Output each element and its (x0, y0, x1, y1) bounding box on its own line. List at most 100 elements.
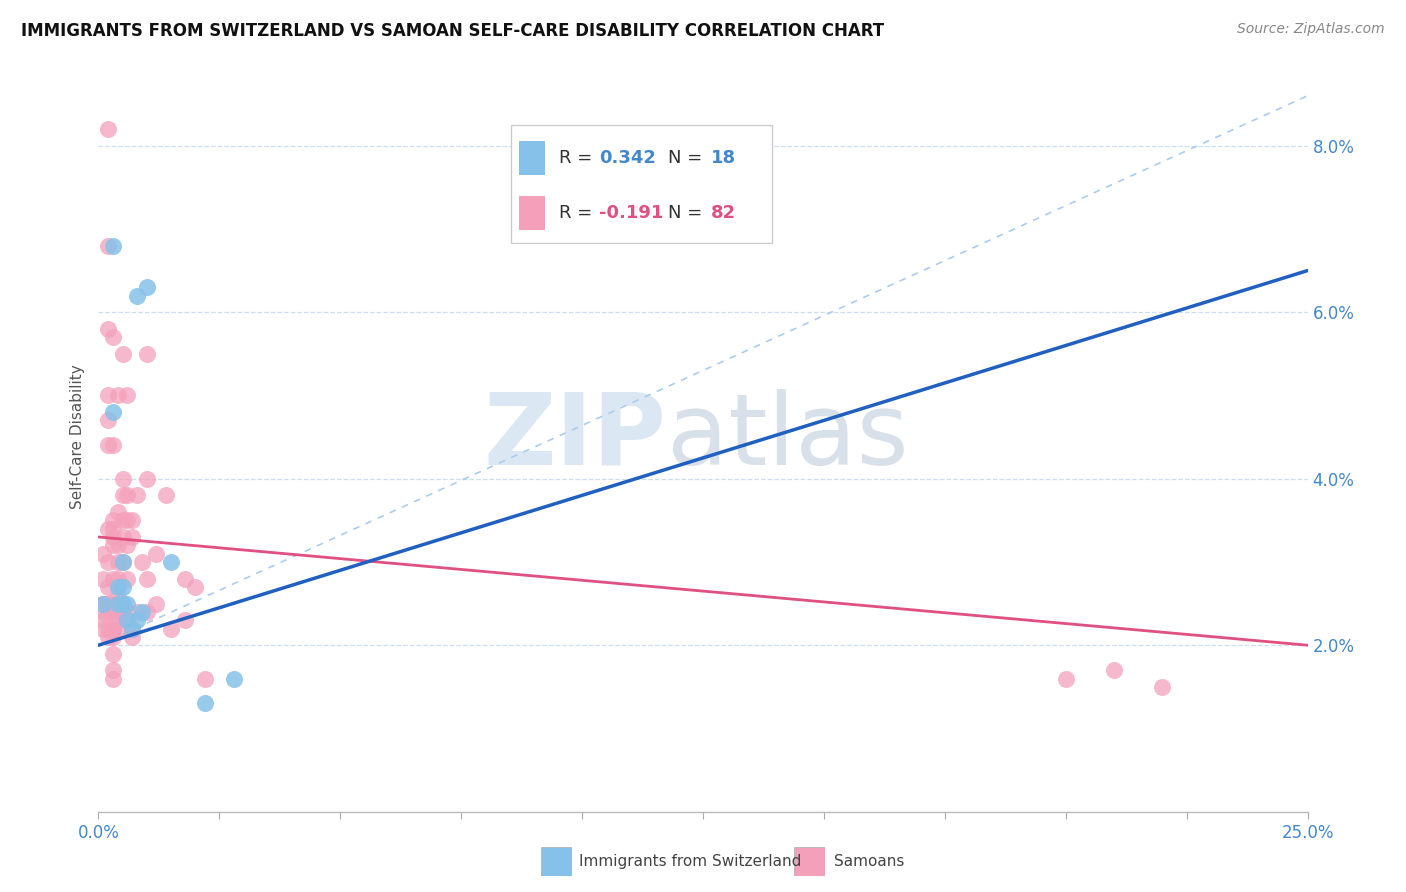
Point (97, 438, 120, 452)
Point (101, 622, 124, 636)
Point (91, 597, 114, 611)
Point (135, 605, 157, 619)
Point (111, 555, 134, 569)
Text: Immigrants from Switzerland: Immigrants from Switzerland (579, 855, 801, 869)
Point (107, 580, 129, 594)
Point (107, 588, 129, 602)
Point (131, 555, 153, 569)
Point (97, 413, 120, 427)
Point (101, 622, 124, 636)
Point (97, 580, 120, 594)
Text: -0.191: -0.191 (599, 204, 664, 222)
Point (117, 388, 139, 402)
Point (111, 580, 134, 594)
Point (101, 605, 124, 619)
Point (117, 513, 139, 527)
Text: ZIP: ZIP (484, 389, 666, 485)
Point (160, 555, 183, 569)
Point (111, 597, 134, 611)
Point (101, 330, 124, 344)
Point (117, 538, 139, 552)
Text: Samoans: Samoans (834, 855, 904, 869)
Text: Source: ZipAtlas.com: Source: ZipAtlas.com (1237, 22, 1385, 37)
Point (101, 647, 124, 661)
Point (97, 597, 120, 611)
Point (97, 622, 120, 636)
Point (91, 597, 114, 611)
Point (145, 597, 167, 611)
Point (135, 347, 157, 361)
Point (97, 122, 120, 136)
Point (155, 488, 177, 502)
Point (117, 597, 139, 611)
Point (135, 472, 157, 486)
Point (91, 572, 114, 586)
Bar (519, 141, 546, 175)
Bar (519, 196, 546, 230)
Point (101, 538, 124, 552)
Text: N =: N = (668, 149, 709, 167)
Point (107, 613, 129, 627)
Point (131, 605, 153, 619)
Point (107, 555, 129, 569)
Point (101, 630, 124, 644)
Point (97, 238, 120, 252)
Point (111, 555, 134, 569)
Point (111, 347, 134, 361)
Point (135, 572, 157, 586)
Point (117, 488, 139, 502)
Text: atlas: atlas (666, 389, 908, 485)
Point (97, 597, 120, 611)
Point (127, 605, 149, 619)
Point (91, 605, 114, 619)
Point (101, 522, 124, 536)
Point (145, 547, 167, 561)
Point (1152, 680, 1174, 694)
Point (121, 622, 143, 636)
Point (101, 438, 124, 452)
Point (111, 488, 134, 502)
Point (111, 597, 134, 611)
Point (101, 513, 124, 527)
Point (101, 405, 124, 419)
Point (111, 513, 134, 527)
Point (1102, 663, 1125, 677)
Point (222, 672, 245, 686)
Point (101, 530, 124, 544)
Point (121, 630, 143, 644)
Point (107, 538, 129, 552)
Point (101, 572, 124, 586)
FancyBboxPatch shape (510, 126, 772, 244)
Text: N =: N = (668, 204, 709, 222)
Point (97, 322, 120, 336)
Point (97, 555, 120, 569)
Point (160, 622, 183, 636)
Point (194, 672, 217, 686)
Point (97, 630, 120, 644)
Point (107, 505, 129, 519)
Text: 0.342: 0.342 (599, 149, 655, 167)
Point (101, 672, 124, 686)
Point (117, 572, 139, 586)
Point (111, 605, 134, 619)
Point (121, 530, 143, 544)
Point (135, 280, 157, 294)
Point (101, 238, 124, 252)
Point (97, 522, 120, 536)
Point (117, 613, 139, 627)
Point (107, 597, 129, 611)
Point (121, 513, 143, 527)
Point (107, 605, 129, 619)
Point (127, 288, 149, 302)
Point (111, 472, 134, 486)
Point (101, 597, 124, 611)
Point (127, 488, 149, 502)
Point (121, 622, 143, 636)
Point (107, 572, 129, 586)
Text: R =: R = (558, 204, 598, 222)
Point (107, 597, 129, 611)
Point (91, 547, 114, 561)
Y-axis label: Self-Care Disability: Self-Care Disability (70, 365, 86, 509)
Text: R =: R = (558, 149, 598, 167)
Point (174, 613, 197, 627)
